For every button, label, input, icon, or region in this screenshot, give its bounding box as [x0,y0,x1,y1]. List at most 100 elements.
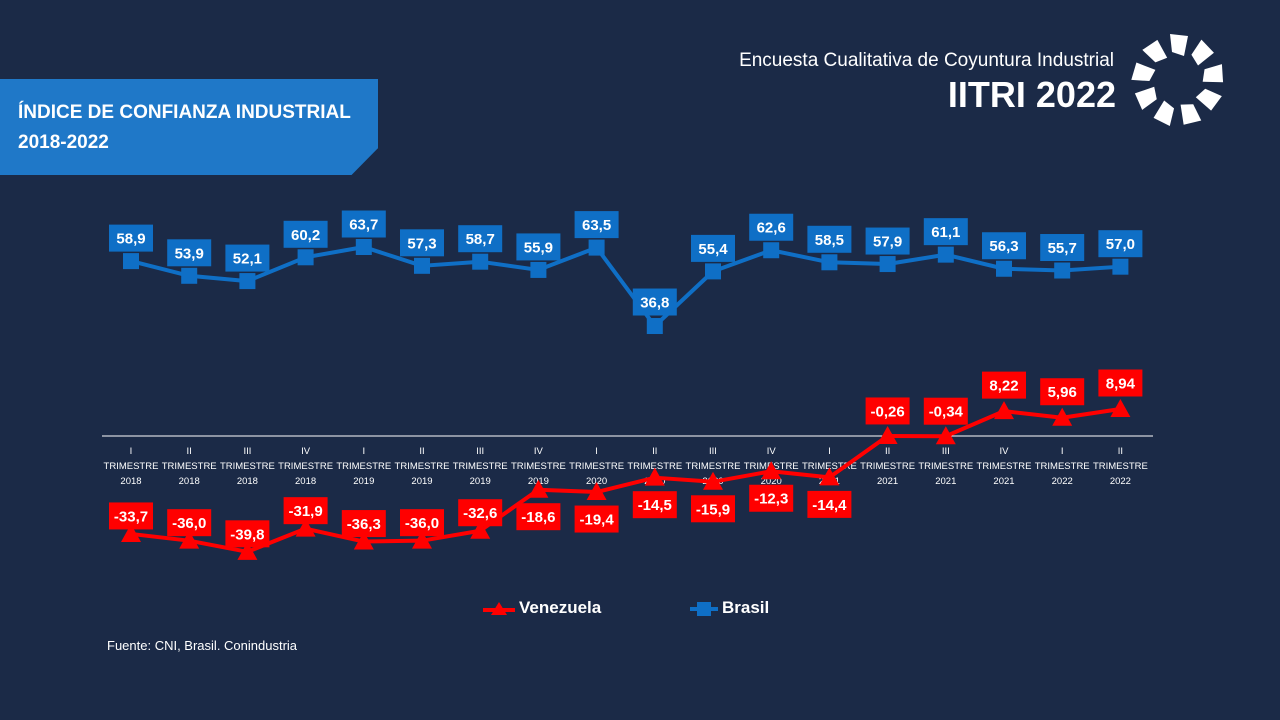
x-tick-text: 2021 [993,476,1014,487]
venezuela-data-label: -14,4 [807,490,852,518]
legend-venezuela-marker-icon [483,602,515,615]
x-tick-text: 2020 [761,476,782,487]
x-tick-text: TRIMESTRE [1035,461,1090,472]
brasil-data-label-box [458,225,503,253]
brasil-point [705,263,721,280]
venezuela-data-label-text: 5,96 [1048,384,1077,401]
venezuela-point [877,425,898,444]
brasil-data-label: 55,4 [691,234,735,262]
x-tick-label: I TRIMESTRE 2020 [569,446,624,487]
venezuela-data-label: -0,34 [923,397,968,425]
brasil-data-label-text: 57,3 [407,235,436,252]
venezuela-data-label-text: -36,0 [405,515,439,532]
brasil-point [414,257,430,274]
x-tick-text: TRIMESTRE [686,461,741,472]
brasil-data-label: 56,3 [982,232,1026,260]
x-tick-text: 2019 [470,476,491,487]
venezuela-point [1052,407,1073,426]
brasil-data-label-box [167,239,212,267]
x-tick-label: IV TRIMESTRE 2018 [278,446,333,487]
venezuela-point [586,482,607,501]
brasil-point [1112,258,1129,275]
venezuela-data-label-text: -12,3 [754,491,788,508]
x-tick-label: I TRIMESTRE 2018 [104,446,159,487]
x-tick-text: TRIMESTRE [627,461,682,472]
brasil-data-label: 63,7 [341,210,386,238]
venezuela-data-label-box [982,371,1026,399]
x-tick-text: IV [534,446,544,457]
x-tick-text: TRIMESTRE [569,461,624,472]
venezuela-data-label: -39,8 [225,520,270,548]
x-tick-text: I [1061,446,1064,457]
logo-petal [1180,104,1202,125]
brasil-point [1054,262,1071,279]
x-tick-text: I [595,446,598,457]
x-tick-text: 2021 [935,476,956,487]
survey-name: Encuesta Cualitativa de Coyuntura Indust… [739,50,1114,71]
venezuela-point [179,530,200,549]
x-tick-text: 2018 [295,476,316,487]
venezuela-point [295,518,316,537]
x-tick-text: 2021 [877,476,898,487]
venezuela-data-label-box [691,495,735,523]
venezuela-point [761,461,782,480]
x-tick-text: 2020 [586,476,607,487]
brasil-point [123,253,139,270]
venezuela-data-label: -31,9 [283,497,328,525]
venezuela-data-label-box [749,484,794,512]
brasil-data-label: 58,5 [807,225,852,253]
venezuela-data-label: -19,4 [574,505,619,533]
x-tick-label: III TRIMESTRE 2018 [220,446,275,487]
x-tick-text: TRIMESTRE [977,461,1032,472]
venezuela-data-label-box [1098,369,1143,397]
brasil-point [530,261,547,278]
venezuela-data-label-text: -15,9 [696,501,730,518]
brasil-data-label-box [749,213,794,241]
venezuela-data-label-text: -19,4 [579,512,614,529]
venezuela-data-label: -36,0 [400,509,444,537]
x-tick-label: I TRIMESTRE 2022 [1035,446,1090,487]
x-tick-text: TRIMESTRE [453,461,508,472]
x-tick-text: TRIMESTRE [220,461,275,472]
venezuela-data-label: 8,94 [1098,369,1143,397]
venezuela-data-label-text: -31,9 [288,503,322,520]
x-tick-text: III [942,446,950,457]
x-tick-text: I [130,446,133,457]
brasil-point [239,273,256,290]
venezuela-data-label: -0,26 [865,397,910,425]
brasil-data-label-text: 52,1 [233,251,262,268]
brasil-data-label-box [632,288,677,316]
x-tick-label: II TRIMESTRE 2019 [395,446,450,487]
x-tick-text: TRIMESTRE [860,461,915,472]
brasil-data-label: 63,5 [574,211,619,239]
venezuela-data-label-box [632,491,677,519]
brasil-point [937,246,954,263]
venezuela-data-label-text: -14,4 [812,497,847,514]
brasil-data-label: 58,9 [109,224,153,252]
conindustria-logo-icon [1131,34,1224,126]
x-tick-label: III TRIMESTRE 2019 [453,446,508,487]
brasil-point [763,242,780,259]
brasil-data-label-text: 53,9 [175,245,204,262]
brasil-data-label-text: 58,7 [466,231,495,248]
x-tick-label: IV TRIMESTRE 2021 [977,446,1032,487]
logo-petal [1202,64,1224,83]
brasil-data-label-box [691,234,735,262]
x-tick-text: TRIMESTRE [104,461,159,472]
venezuela-data-label: -14,5 [632,491,677,519]
brasil-data-label: 53,9 [167,239,212,267]
x-tick-text: 2018 [120,476,141,487]
venezuela-data-label-text: -36,0 [172,515,206,532]
brasil-data-label: 60,2 [283,220,328,248]
x-tick-text: TRIMESTRE [336,461,391,472]
x-tick-text: II [419,446,424,457]
brasil-data-label-box [807,225,852,253]
x-tick-text: TRIMESTRE [395,461,450,472]
venezuela-point [703,471,723,490]
x-tick-text: III [243,446,251,457]
brasil-data-label-text: 60,2 [291,227,320,244]
brasil-data-label-text: 55,9 [524,239,553,256]
x-tick-text: TRIMESTRE [162,461,217,472]
brasil-data-label-box [109,224,153,252]
x-tick-text: TRIMESTRE [802,461,857,472]
